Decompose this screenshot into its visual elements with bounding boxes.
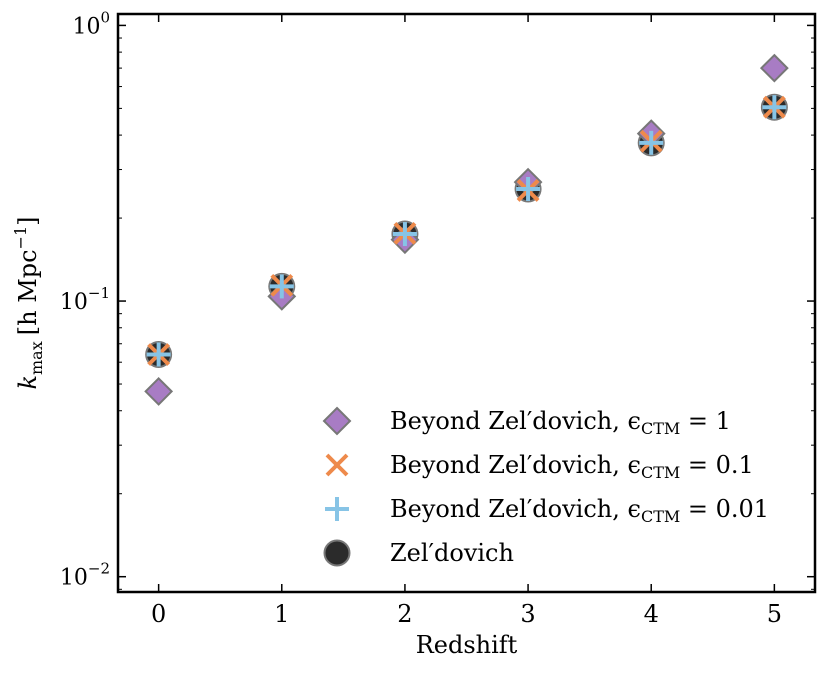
axis-ticks [118,14,815,592]
data-point-plus [269,274,294,299]
plot-frame [116,12,817,594]
legend-marker-circle [323,539,351,567]
series-plus [146,95,787,367]
y-axis-label-unit-exponent: −1 [11,226,30,250]
series-x [147,95,786,366]
data-point-plus [146,342,171,367]
x-axis-label: Redshift [416,631,518,659]
data-point-plus [516,176,541,201]
y-tick-label: 100 [72,8,110,39]
data-point-diamond [759,53,789,83]
legend: Beyond Zel′dovich, ϵCTM = 1 Beyond Zel′do… [322,406,769,567]
legend-marker-x [325,453,349,477]
axis-tick-labels: 0 1 2 3 4 5 10−2 10−1 100 [60,8,782,628]
y-tick-label: 10−1 [60,284,110,315]
legend-item: Zel′dovich [323,539,514,567]
y-axis-label-symbol: k [14,375,42,390]
y-axis-label-unit: [h Mpc [14,249,42,335]
legend-item: Beyond Zel′dovich, ϵCTM = 0.1 [325,451,754,482]
legend-item: Beyond Zel′dovich, ϵCTM = 1 [322,406,731,438]
x-tick-label: 5 [767,600,782,628]
data-points [144,53,789,406]
legend-item: Beyond Zel′dovich, ϵCTM = 0.01 [325,495,769,526]
y-axis-label-subscript: max [27,341,46,375]
data-point-plus [392,222,417,247]
legend-label: Beyond Zel′dovich, ϵCTM = 0.1 [390,451,754,482]
series-diamond [144,53,789,406]
legend-label: Beyond Zel′dovich, ϵCTM = 0.01 [390,495,769,526]
data-point-diamond [144,377,174,406]
data-point-plus [762,95,787,120]
legend-label: Beyond Zel′dovich, ϵCTM = 1 [390,407,731,438]
x-tick-label: 3 [520,600,535,628]
data-point-plus [639,130,664,155]
legend-marker-diamond [322,406,352,436]
legend-marker-plus [325,497,349,521]
x-tick-label: 0 [151,600,166,628]
y-tick-label: 10−2 [60,560,110,591]
series-circle [145,93,788,368]
x-tick-label: 2 [397,600,412,628]
x-tick-label: 4 [644,600,659,628]
y-axis-label: kmax [h Mpc−1] [11,216,46,389]
x-tick-label: 1 [274,600,289,628]
legend-label: Zel′dovich [390,539,514,567]
y-axis-label-unit-close: ] [14,216,42,225]
